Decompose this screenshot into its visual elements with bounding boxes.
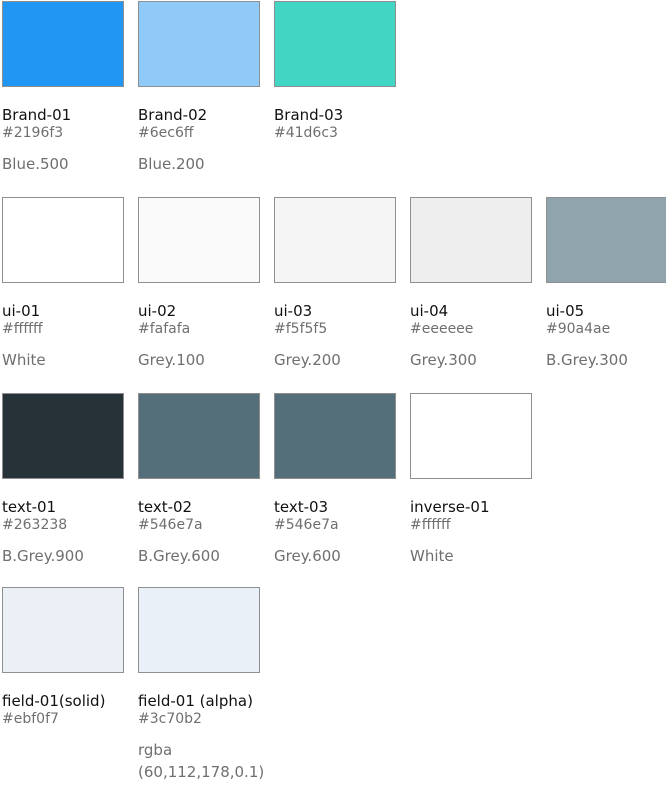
swatch-card-brand-03: Brand-03 #41d6c3	[274, 1, 396, 153]
swatch-brand-01	[2, 1, 124, 87]
swatch-name: inverse-01	[410, 498, 490, 516]
swatch-card-inverse-01: inverse-01 #ffffff White	[410, 393, 532, 567]
swatch-token: White	[2, 351, 46, 369]
swatch-brand-02	[138, 1, 260, 87]
swatch-hex: #f5f5f5	[274, 321, 328, 337]
swatch-card-field-01-alpha: field-01 (alpha) #3c70b2 rgba (60,112,17…	[138, 587, 264, 783]
swatch-name: Brand-01	[2, 106, 72, 124]
swatch-text-01	[2, 393, 124, 479]
swatch-field-01-alpha	[138, 587, 260, 673]
swatch-brand-03	[274, 1, 396, 87]
swatch-ui-05	[546, 197, 666, 283]
swatch-ui-03	[274, 197, 396, 283]
swatch-hex: #6ec6ff	[138, 125, 194, 141]
swatch-hex: #ffffff	[410, 517, 451, 533]
swatch-hex: #41d6c3	[274, 125, 338, 141]
swatch-card-ui-01: ui-01 #ffffff White	[2, 197, 124, 371]
swatch-hex: #546e7a	[274, 517, 339, 533]
swatch-hex: #eeeeee	[410, 321, 474, 337]
swatch-text-03	[274, 393, 396, 479]
swatch-token: Grey.100	[138, 351, 205, 369]
swatch-name: field-01(solid)	[2, 692, 106, 710]
swatch-token: Grey.200	[274, 351, 341, 369]
swatch-card-brand-02: Brand-02 #6ec6ff Blue.200	[138, 1, 260, 175]
swatch-name: ui-04	[410, 302, 449, 320]
swatch-card-field-01-solid: field-01(solid) #ebf0f7	[2, 587, 124, 739]
swatch-token: rgba (60,112,178,0.1)	[138, 741, 265, 781]
swatch-hex: #2196f3	[2, 125, 64, 141]
swatch-hex: #ebf0f7	[2, 711, 59, 727]
swatch-inverse-01	[410, 393, 532, 479]
swatch-hex: #90a4ae	[546, 321, 611, 337]
swatch-name: text-02	[138, 498, 193, 516]
swatch-name: ui-01	[2, 302, 41, 320]
swatch-text-02	[138, 393, 260, 479]
swatch-token: Blue.500	[2, 155, 69, 173]
swatch-card-ui-04: ui-04 #eeeeee Grey.300	[410, 197, 532, 371]
swatch-ui-01	[2, 197, 124, 283]
swatch-name: Brand-02	[138, 106, 208, 124]
swatch-token: Blue.200	[138, 155, 205, 173]
swatch-card-text-03: text-03 #546e7a Grey.600	[274, 393, 396, 567]
swatch-hex: #fafafa	[138, 321, 191, 337]
swatch-name: text-01	[2, 498, 57, 516]
swatch-name: ui-05	[546, 302, 585, 320]
swatch-token: B.Grey.300	[546, 351, 628, 369]
swatch-token: White	[410, 547, 454, 565]
swatch-hex: #263238	[2, 517, 68, 533]
swatch-token: B.Grey.900	[2, 547, 84, 565]
swatch-card-text-02: text-02 #546e7a B.Grey.600	[138, 393, 260, 567]
swatch-card-brand-01: Brand-01 #2196f3 Blue.500	[2, 1, 124, 175]
swatch-card-text-01: text-01 #263238 B.Grey.900	[2, 393, 124, 567]
swatch-card-ui-05: ui-05 #90a4ae B.Grey.300	[546, 197, 666, 371]
swatch-card-ui-02: ui-02 #fafafa Grey.100	[138, 197, 260, 371]
swatch-token: B.Grey.600	[138, 547, 220, 565]
swatch-name: text-03	[274, 498, 329, 516]
swatch-name: Brand-03	[274, 106, 344, 124]
swatch-hex: #ffffff	[2, 321, 43, 337]
swatch-card-ui-03: ui-03 #f5f5f5 Grey.200	[274, 197, 396, 371]
swatch-ui-02	[138, 197, 260, 283]
swatch-name: field-01 (alpha)	[138, 692, 253, 710]
swatch-ui-04	[410, 197, 532, 283]
swatch-name: ui-02	[138, 302, 177, 320]
swatch-field-01-solid	[2, 587, 124, 673]
swatch-name: ui-03	[274, 302, 313, 320]
swatch-token: Grey.300	[410, 351, 477, 369]
swatch-hex: #3c70b2	[138, 711, 202, 727]
swatch-token: Grey.600	[274, 547, 341, 565]
swatch-hex: #546e7a	[138, 517, 203, 533]
